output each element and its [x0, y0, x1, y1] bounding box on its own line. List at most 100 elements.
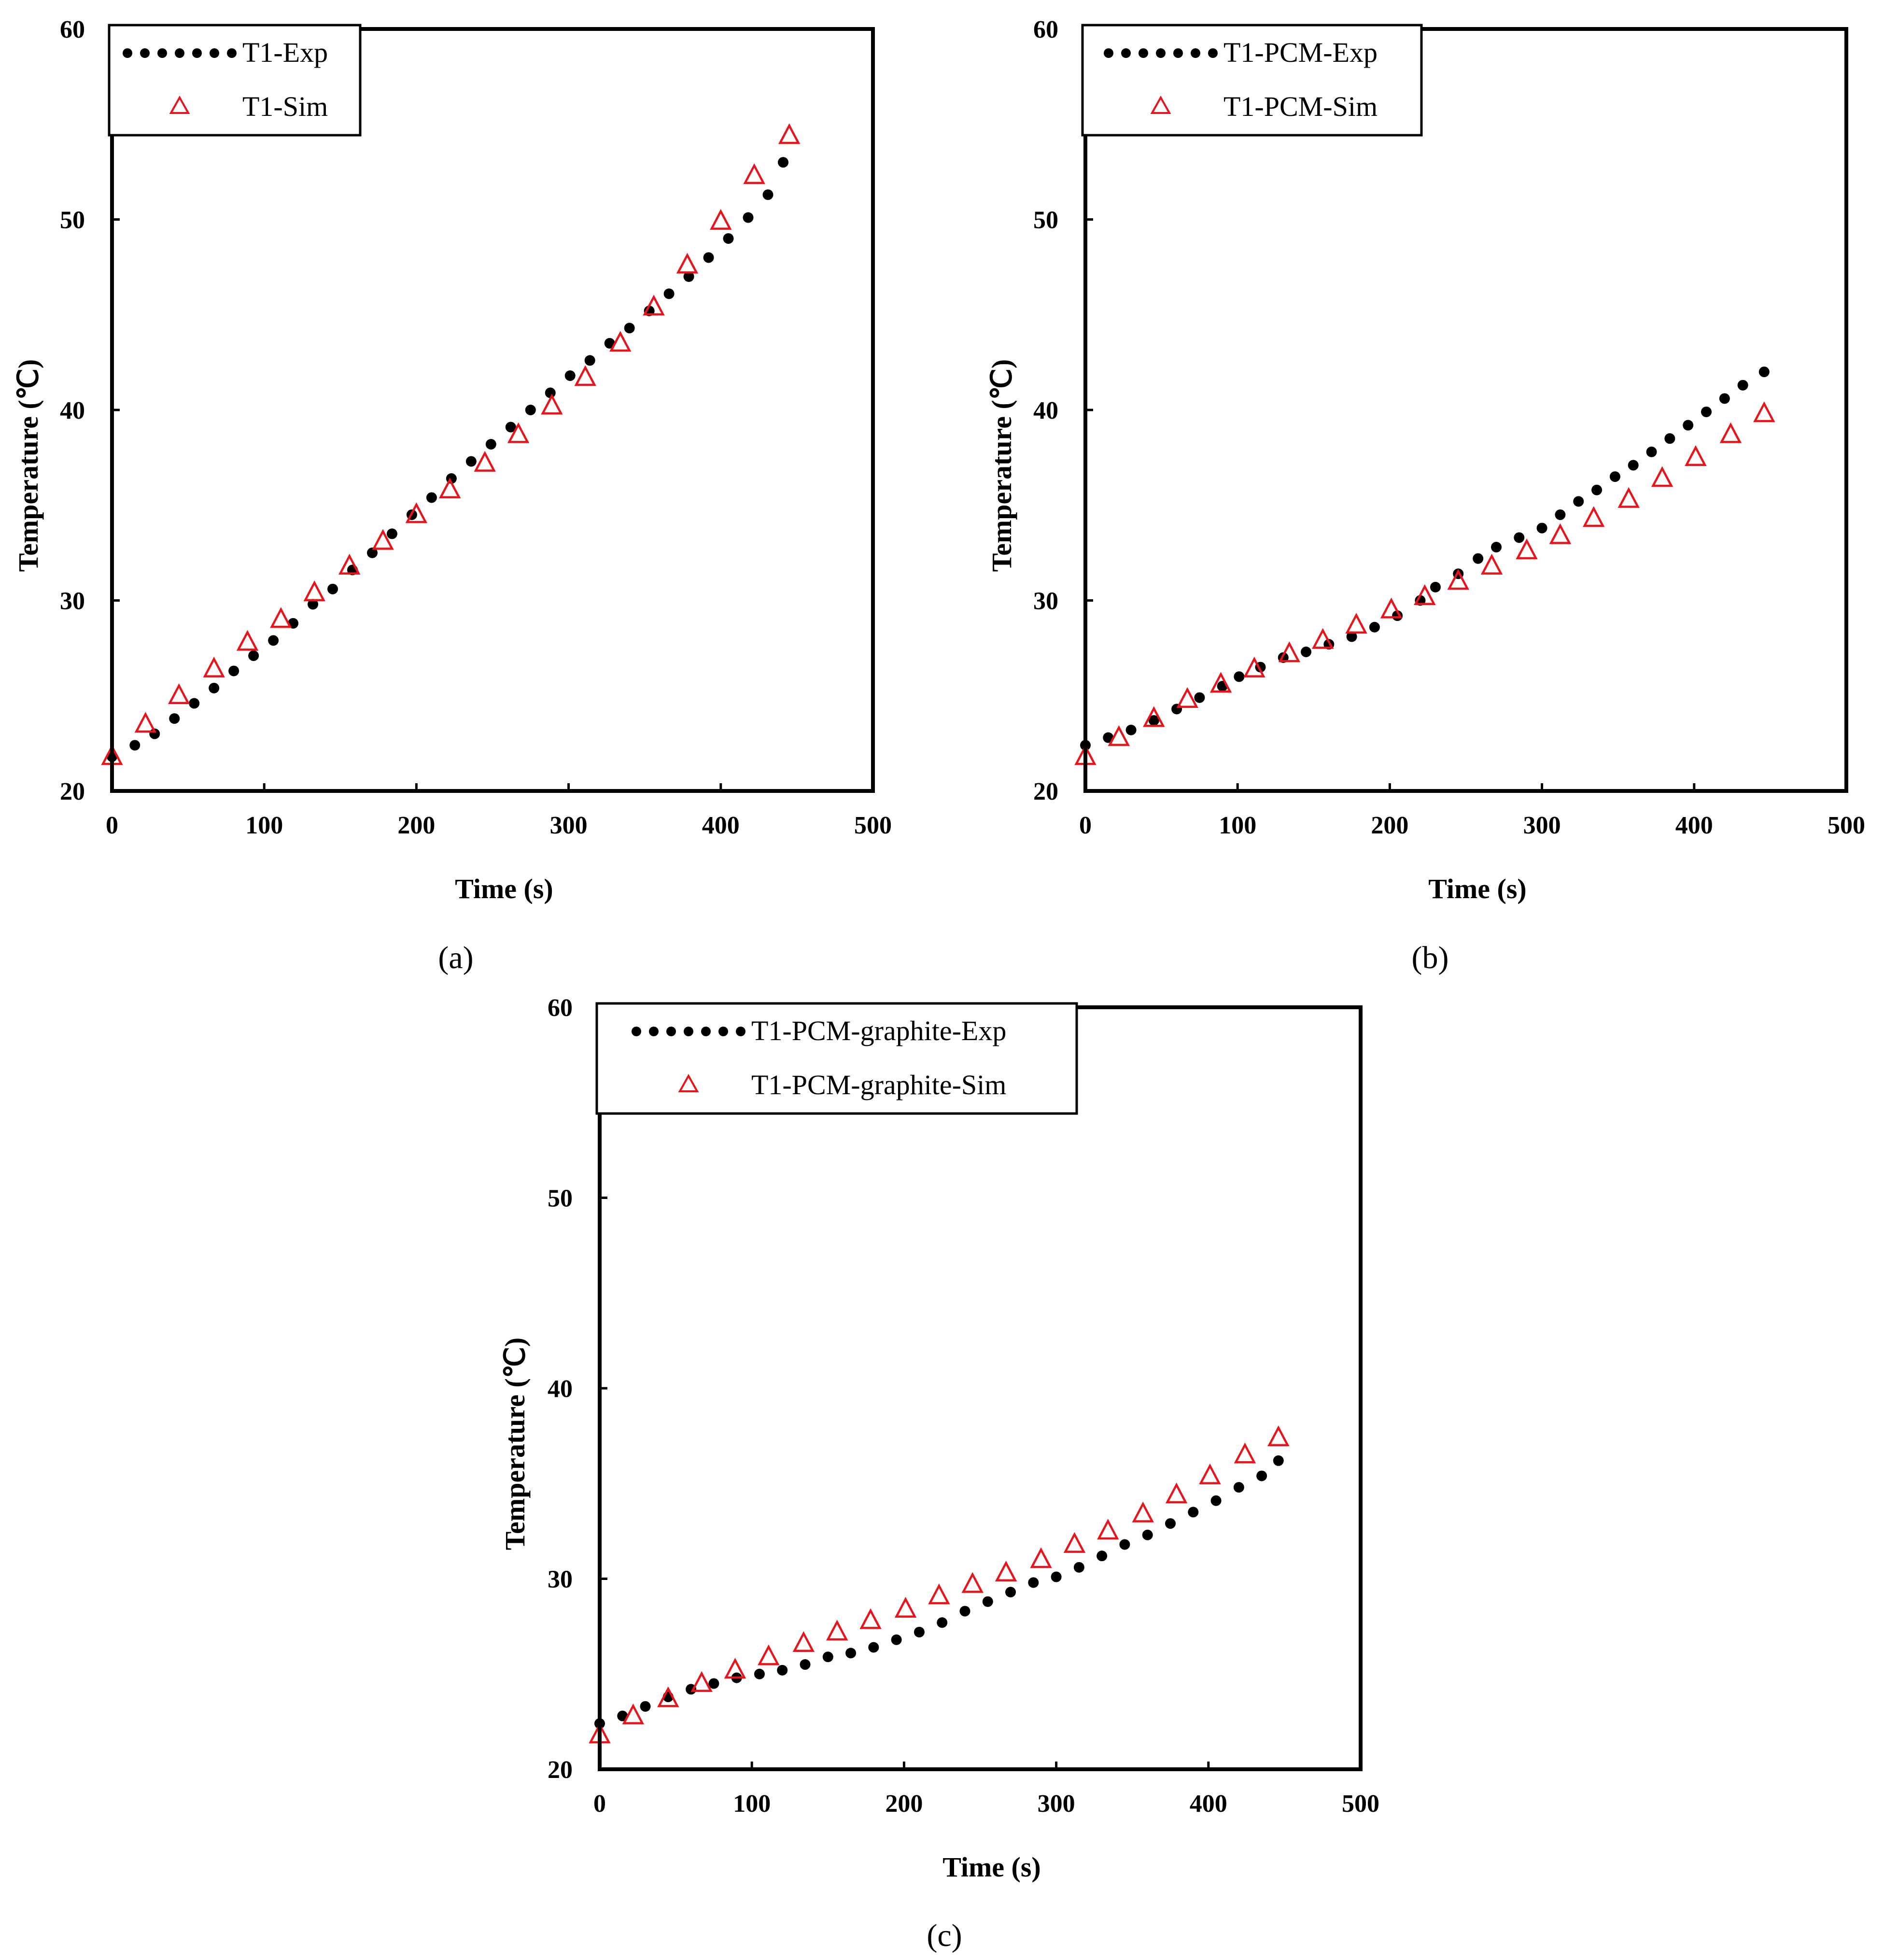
data-point-exp — [1148, 715, 1159, 726]
axis-ticks: 0 100 200 300 400 500 20 30 40 50 60 — [548, 994, 1379, 1818]
x-tick-label: 0 — [1079, 812, 1092, 839]
data-point-exp — [209, 682, 220, 693]
data-point-sim — [1234, 1442, 1256, 1464]
y-axis-title: Temperature (℃) — [499, 1338, 531, 1550]
data-point-sim — [203, 656, 225, 677]
data-point-sim — [1685, 445, 1707, 466]
x-axis-title: Time (s) — [455, 873, 553, 904]
data-point-sim — [270, 607, 292, 628]
y-axis-title: Temperature (℃) — [986, 359, 1017, 572]
data-point-sim — [1414, 584, 1436, 605]
legend: T1-Exp T1-Sim — [108, 24, 362, 137]
data-point-exp — [604, 338, 615, 349]
data-point-sim — [676, 253, 699, 274]
y-tick-label: 40 — [60, 397, 85, 424]
data-point-exp — [914, 1626, 925, 1637]
data-point-exp — [1664, 433, 1675, 444]
data-point-exp — [1028, 1577, 1039, 1588]
data-point-exp — [1369, 621, 1380, 633]
data-point-exp — [308, 599, 319, 610]
data-point-exp — [777, 1664, 788, 1676]
axis-ticks: 0 100 200 300 400 500 20 30 40 50 60 — [1033, 16, 1865, 839]
y-tick-label: 30 — [60, 588, 85, 615]
data-point-sim — [1165, 1482, 1188, 1504]
panel-caption: (c) — [927, 1918, 962, 1953]
data-point-exp — [1701, 406, 1712, 417]
data-point-exp — [189, 698, 200, 709]
y-tick-label: 50 — [548, 1185, 573, 1213]
data-point-exp — [617, 1710, 628, 1721]
data-point-sim — [1549, 523, 1572, 544]
data-point-sim — [778, 123, 801, 144]
data-point-sim — [1063, 1532, 1086, 1553]
data-point-exp — [959, 1606, 970, 1617]
x-tick-label: 400 — [1675, 812, 1713, 839]
data-point-sim — [1311, 628, 1334, 649]
data-point-exp — [762, 189, 773, 200]
legend-label-exp: T1-PCM-Exp — [1223, 37, 1378, 68]
x-tick-label: 0 — [593, 1790, 606, 1818]
x-axis-title: Time (s) — [1428, 873, 1527, 904]
data-point-exp — [228, 665, 239, 677]
data-point-exp — [505, 422, 516, 433]
data-point-sim — [1719, 422, 1742, 443]
panel-caption: (b) — [1412, 940, 1449, 975]
data-point-exp — [1514, 532, 1525, 543]
data-point-sim — [894, 1596, 917, 1618]
data-point-exp — [1165, 1518, 1176, 1529]
x-tick-label: 500 — [1342, 1790, 1379, 1818]
data-point-sim — [168, 683, 190, 705]
data-point-sim — [507, 422, 530, 443]
data-point-exp — [564, 370, 576, 381]
data-point-sim — [1132, 1501, 1154, 1523]
data-point-sim — [1345, 613, 1367, 634]
data-point-sim — [657, 1686, 679, 1707]
data-point-exp — [624, 323, 635, 334]
data-point-exp — [386, 528, 397, 539]
data-point-exp — [1073, 1562, 1084, 1573]
plot-marks — [101, 123, 801, 765]
data-point-exp — [1142, 1529, 1153, 1540]
data-point-sim — [303, 580, 325, 602]
x-tick-label: 400 — [702, 812, 740, 839]
data-point-exp — [868, 1642, 879, 1653]
data-point-exp — [1573, 496, 1584, 507]
data-point-exp — [1256, 1470, 1267, 1481]
x-tick-label: 100 — [1219, 812, 1256, 839]
y-tick-label: 40 — [1033, 397, 1058, 424]
x-tick-label: 500 — [854, 812, 892, 839]
data-point-sim — [1267, 1425, 1290, 1446]
data-point-exp — [703, 252, 714, 263]
data-point-sim — [743, 163, 765, 184]
y-tick-label: 20 — [1033, 778, 1058, 805]
data-point-exp — [465, 456, 477, 467]
data-point-exp — [800, 1659, 811, 1670]
data-point-exp — [1171, 704, 1182, 715]
y-tick-label: 20 — [60, 778, 85, 805]
legend-marker-dots — [123, 48, 237, 58]
data-point-sim — [372, 529, 394, 550]
data-point-exp — [366, 547, 378, 558]
chart-panel-b: 0 100 200 300 400 500 20 30 40 50 60 T1-PCM-Exp T1… — [986, 16, 1865, 975]
data-point-sim — [758, 1644, 780, 1665]
x-tick-label: 400 — [1190, 1790, 1227, 1818]
data-point-sim — [541, 394, 563, 415]
y-tick-label: 50 — [60, 207, 85, 234]
data-point-sim — [134, 712, 157, 733]
data-point-exp — [640, 1701, 651, 1712]
data-point-sim — [1516, 538, 1538, 560]
data-point-sim — [439, 477, 461, 499]
plot-frame — [1083, 27, 1848, 793]
data-point-exp — [723, 233, 734, 244]
data-point-exp — [1737, 380, 1748, 391]
y-tick-label: 60 — [60, 16, 85, 43]
data-point-exp — [1491, 542, 1502, 553]
data-point-exp — [1194, 692, 1205, 703]
plot-frame — [110, 27, 875, 793]
data-point-sim — [1651, 466, 1673, 487]
data-point-sim — [710, 209, 732, 230]
data-point-exp — [1301, 647, 1312, 658]
data-point-sim — [1209, 672, 1232, 693]
data-point-sim — [859, 1608, 882, 1629]
data-point-exp — [708, 1678, 719, 1689]
